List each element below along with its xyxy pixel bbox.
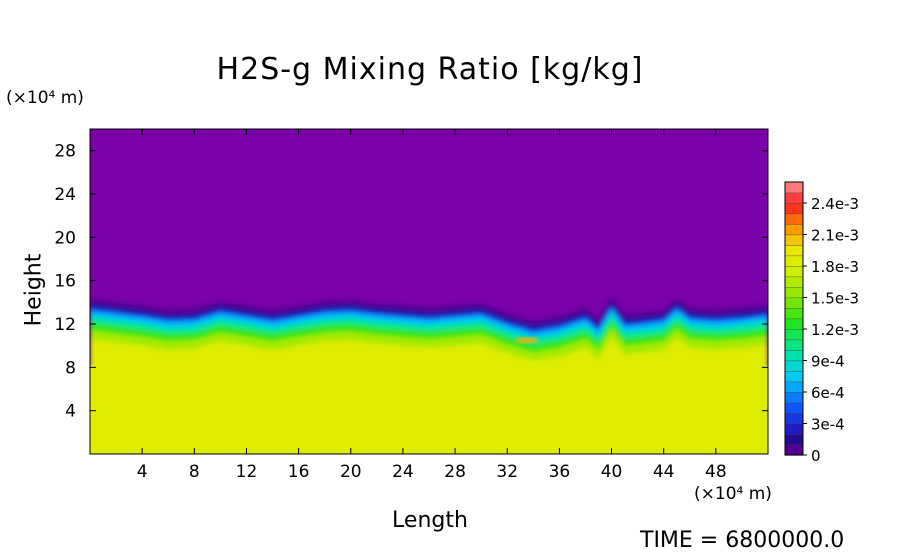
colorbar-segment bbox=[784, 328, 804, 341]
y-axis: 4 8 12 16 20 24 28 bbox=[54, 142, 768, 422]
anomaly-spot bbox=[514, 337, 539, 344]
colorbar-segment bbox=[784, 276, 804, 288]
lower-layer bbox=[90, 365, 768, 454]
y-tick-label: 4 bbox=[65, 402, 76, 422]
x-tick-label: 20 bbox=[340, 462, 362, 482]
colorbar-label: 0 bbox=[811, 447, 821, 465]
colorbar-segment bbox=[784, 192, 804, 204]
colorbar-segment bbox=[784, 339, 804, 351]
x-tick-label: 16 bbox=[288, 462, 310, 482]
plot-frame bbox=[89, 128, 769, 455]
colorbar-segment bbox=[784, 213, 804, 225]
colorbar-segment bbox=[784, 412, 804, 425]
colorbar-segment bbox=[784, 286, 804, 299]
chart-title: H2S-g Mixing Ratio [kg/kg] bbox=[216, 52, 644, 87]
colorbar-segment bbox=[784, 433, 804, 446]
colorbar-label: 1.2e-3 bbox=[811, 321, 859, 339]
colorbar-segment bbox=[784, 202, 804, 215]
colorbar-segment bbox=[784, 381, 804, 393]
y-tick-label: 12 bbox=[54, 315, 76, 335]
colorbar-label: 1.5e-3 bbox=[811, 290, 859, 308]
y-tick-label: 24 bbox=[54, 185, 76, 205]
x-tick-label: 28 bbox=[444, 462, 466, 482]
y-tick-label: 16 bbox=[54, 272, 76, 292]
x-tick-label: 40 bbox=[601, 462, 623, 482]
colorbar-label: 9e-4 bbox=[811, 353, 845, 371]
colorbar-segment bbox=[784, 370, 804, 383]
x-tick-label: 8 bbox=[189, 462, 200, 482]
colorbar-label: 2.1e-3 bbox=[811, 227, 859, 245]
x-axis-unit: (×10⁴ m) bbox=[694, 484, 772, 504]
colorbar-segment bbox=[784, 244, 804, 257]
y-tick-label: 28 bbox=[54, 142, 76, 162]
colorbar-segment bbox=[784, 265, 804, 278]
y-tick-label: 8 bbox=[65, 358, 76, 378]
colorbar-segment bbox=[784, 360, 804, 372]
colorbar-segment bbox=[784, 423, 804, 435]
heatmap-plot bbox=[90, 129, 768, 454]
colorbar-segment bbox=[784, 391, 804, 404]
colorbar-segment bbox=[784, 444, 804, 456]
x-tick-label: 4 bbox=[137, 462, 148, 482]
x-tick-label: 36 bbox=[549, 462, 571, 482]
colorbar-segment bbox=[784, 255, 804, 267]
colorbar-segment bbox=[784, 318, 804, 330]
x-tick-label: 44 bbox=[653, 462, 675, 482]
x-tick-label: 24 bbox=[392, 462, 414, 482]
colorbar-segment bbox=[784, 349, 804, 362]
x-axis-label: Length bbox=[392, 508, 468, 533]
x-axis: 4 8 12 16 20 24 28 32 36 40 44 48 bbox=[137, 129, 727, 482]
colorbar-segment bbox=[784, 181, 804, 194]
colorbar-segment bbox=[784, 297, 804, 309]
colorbar-segment bbox=[784, 234, 804, 246]
colorbar-segment bbox=[784, 402, 804, 414]
colorbar-segment bbox=[784, 223, 804, 236]
x-tick-label: 12 bbox=[236, 462, 258, 482]
colorbar: 0 3e-4 6e-4 9e-4 1.2e-3 1.5e-3 1.8e-3 2.1e-3 2.4… bbox=[784, 181, 859, 465]
colorbar-label: 2.4e-3 bbox=[811, 195, 859, 213]
x-tick-label: 48 bbox=[705, 462, 727, 482]
colorbar-frame bbox=[784, 181, 804, 456]
colorbar-segment bbox=[784, 307, 804, 320]
y-tick-label: 20 bbox=[54, 228, 76, 248]
x-tick-label: 32 bbox=[496, 462, 518, 482]
colorbar-label: 6e-4 bbox=[811, 384, 845, 402]
colorbar-label: 3e-4 bbox=[811, 416, 845, 434]
colorbar-label: 1.8e-3 bbox=[811, 258, 859, 276]
y-axis-unit: (×10⁴ m) bbox=[6, 88, 84, 108]
